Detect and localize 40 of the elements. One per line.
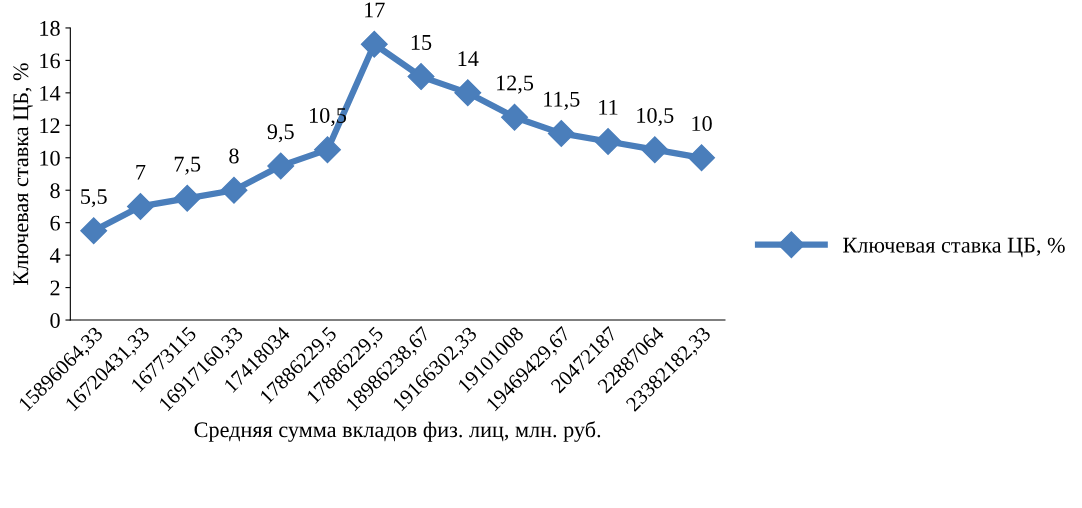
data-label: 17 <box>365 2 385 18</box>
data-label: 15 <box>411 35 432 50</box>
data-label: 7,5 <box>174 156 201 175</box>
data-label: 10,5 <box>637 107 674 127</box>
data-label: 12,5 <box>497 75 534 94</box>
legend-label: Ключевая ставка ЦБ, % <box>843 237 1065 258</box>
data-label: 7 <box>136 164 146 180</box>
y-tick-label: 2 <box>50 280 60 296</box>
y-tick-label: 10 <box>40 150 60 166</box>
y-tick-label: 12 <box>40 118 60 134</box>
point <box>407 63 435 91</box>
y-tick-label: 16 <box>40 53 60 69</box>
x-axis-title: Средняя сумма вкладов физ. лиц, млн. руб. <box>194 421 601 442</box>
point <box>314 136 341 164</box>
y-tick-label: 4 <box>49 248 61 263</box>
point <box>220 176 248 204</box>
data-label: 5,5 <box>81 189 107 208</box>
data-label: 8 <box>229 148 239 164</box>
data-label: 14 <box>458 51 479 66</box>
y-axis-title: Ключевая ставка ЦБ, % <box>13 63 33 285</box>
point <box>688 144 716 172</box>
point <box>501 103 528 131</box>
y-tick-label: 6 <box>50 215 60 231</box>
data-label: 10 <box>692 116 712 132</box>
data-label: 11,5 <box>544 91 580 110</box>
y-tick-label: 14 <box>40 85 61 101</box>
point <box>594 128 622 155</box>
data-label: 9,5 <box>267 124 294 143</box>
point <box>80 217 108 245</box>
point <box>547 119 575 147</box>
y-tick-label: 8 <box>50 183 60 199</box>
point <box>360 30 388 58</box>
data-label: 11 <box>599 99 618 115</box>
point <box>641 136 669 164</box>
point <box>173 184 201 212</box>
point <box>127 192 154 220</box>
y-tick-label: 18 <box>40 20 60 36</box>
point <box>454 79 482 107</box>
point <box>267 152 295 180</box>
y-tick-label: 0 <box>50 312 60 328</box>
